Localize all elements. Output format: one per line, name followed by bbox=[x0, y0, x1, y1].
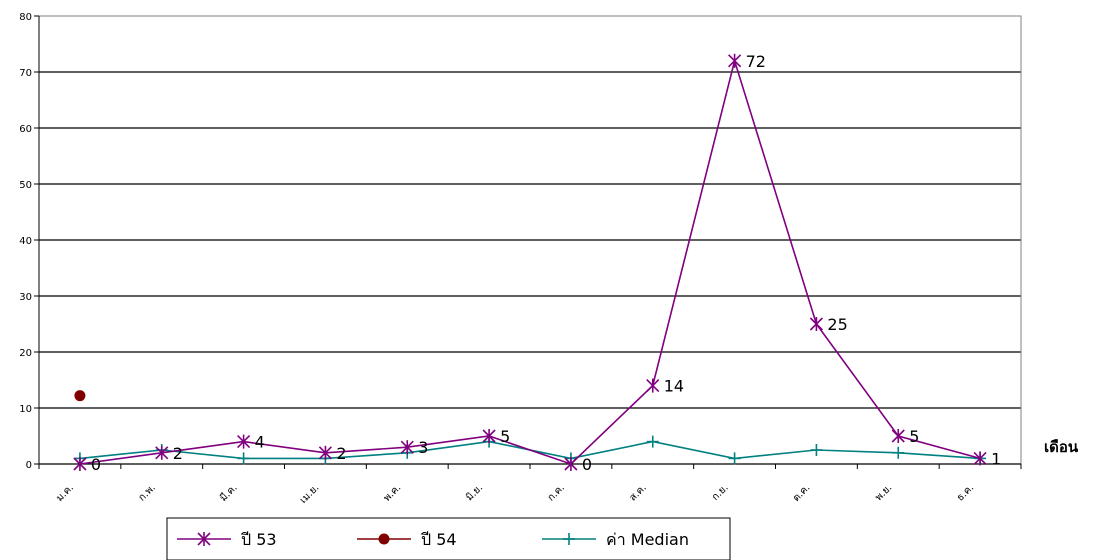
data-point bbox=[728, 452, 741, 465]
y-tick-labels: 0 10 20 30 40 50 60 70 80 bbox=[19, 12, 32, 471]
data-label: 72 bbox=[746, 52, 766, 71]
data-point bbox=[400, 440, 414, 455]
data-label: 25 bbox=[827, 315, 847, 334]
data-point bbox=[973, 451, 987, 466]
data-point bbox=[563, 533, 575, 545]
series-2 bbox=[74, 390, 86, 402]
data-point bbox=[810, 444, 823, 456]
x-tick-label: ก.พ. bbox=[137, 482, 158, 503]
x-tick-labels: ม.ค. ก.พ. มี.ค. เม.ย. พ.ค. มิ.ย. ก.ค. ส.ค. ก.ย. ต… bbox=[54, 482, 976, 506]
data-point bbox=[646, 435, 659, 448]
data-point bbox=[482, 429, 496, 443]
data-point bbox=[646, 378, 660, 393]
data-label: 2 bbox=[336, 444, 346, 463]
data-label: 5 bbox=[500, 427, 510, 446]
data-point bbox=[378, 533, 390, 545]
legend-box bbox=[166, 517, 731, 560]
x-tick-label: ม.ค. bbox=[54, 482, 76, 504]
y-tick-label: 70 bbox=[19, 68, 32, 79]
x-tick-label: ก.ค. bbox=[546, 482, 567, 503]
data-label: 14 bbox=[664, 377, 684, 396]
x-tick-label: ส.ค. bbox=[628, 482, 649, 503]
data-point bbox=[564, 457, 578, 471]
y-tick-label: 10 bbox=[19, 404, 32, 415]
x-tick-label: ต.ค. bbox=[791, 482, 813, 504]
data-point bbox=[155, 445, 169, 460]
series-1 bbox=[73, 53, 987, 471]
axes bbox=[34, 15, 1022, 469]
series-layer bbox=[73, 53, 987, 471]
y-tick-label: 80 bbox=[19, 12, 32, 23]
data-point bbox=[197, 532, 211, 546]
data-labels: 0 2 4 2 3 5 0 14 72 25 5 1 bbox=[91, 52, 1001, 474]
data-label: 0 bbox=[582, 455, 592, 474]
legend-item: ปี 54 bbox=[357, 530, 457, 549]
data-point bbox=[809, 317, 823, 331]
data-point bbox=[891, 429, 905, 443]
data-label: 2 bbox=[173, 444, 183, 463]
legend-label: ปี 54 bbox=[421, 530, 457, 549]
y-tick-label: 0 bbox=[26, 460, 32, 471]
data-point bbox=[237, 452, 250, 465]
legend: ปี 53 ปี 54 ค่า Median bbox=[166, 517, 731, 560]
legend-label: ปี 53 bbox=[241, 530, 277, 549]
data-label: 5 bbox=[909, 427, 919, 446]
x-tick-label: พ.ค. bbox=[382, 482, 404, 504]
x-tick-label: ธ.ค. bbox=[955, 482, 976, 503]
y-tick-label: 50 bbox=[19, 180, 32, 191]
data-label: 3 bbox=[418, 438, 428, 457]
data-point bbox=[237, 434, 251, 449]
data-point bbox=[728, 53, 742, 68]
data-label: 1 bbox=[991, 449, 1001, 468]
gridlines bbox=[39, 71, 1021, 409]
data-point bbox=[73, 457, 87, 471]
y-tick-label: 30 bbox=[19, 292, 32, 303]
x-tick-label: เม.ย. bbox=[298, 482, 322, 506]
x-tick-label: มิ.ย. bbox=[464, 482, 485, 503]
x-tick-label: มี.ค. bbox=[217, 482, 239, 504]
y-tick-label: 60 bbox=[19, 124, 32, 135]
data-label: 4 bbox=[255, 433, 265, 452]
legend-label: ค่า Median bbox=[606, 530, 689, 549]
data-point bbox=[892, 446, 905, 459]
x-tick-label: พ.ย. bbox=[873, 482, 894, 503]
y-tick-label: 40 bbox=[19, 236, 32, 247]
data-label: 0 bbox=[91, 455, 101, 474]
x-tick-label: ก.ย. bbox=[710, 482, 731, 503]
legend-item: ปี 53 bbox=[177, 530, 277, 549]
x-axis-title: เดือน bbox=[1044, 438, 1079, 456]
data-point bbox=[318, 445, 332, 460]
data-point bbox=[74, 390, 86, 402]
series-line bbox=[79, 57, 981, 465]
legend-item: ค่า Median bbox=[542, 530, 689, 549]
y-tick-label: 20 bbox=[19, 348, 32, 359]
